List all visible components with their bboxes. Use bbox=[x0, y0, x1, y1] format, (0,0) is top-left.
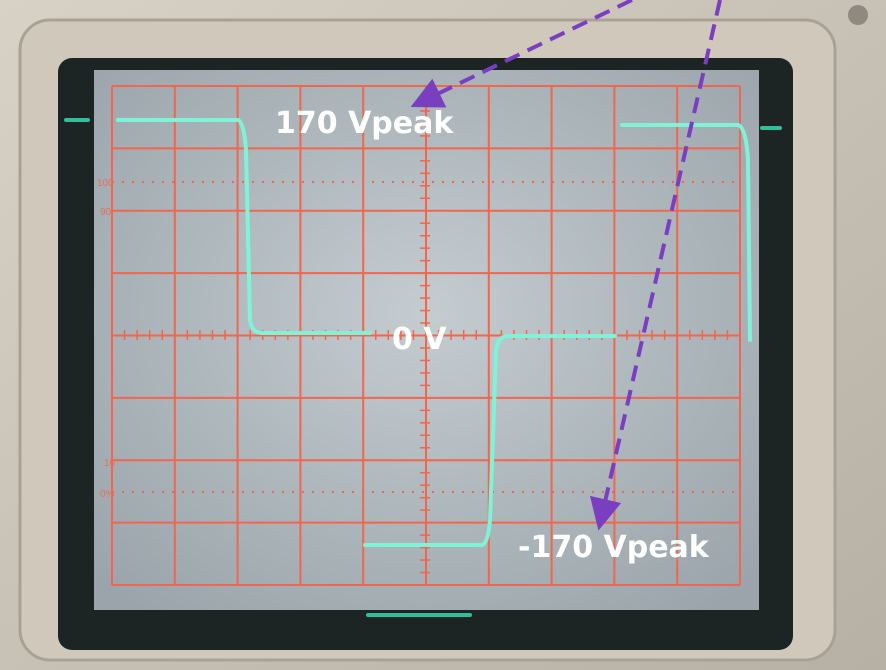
graticule-label: 100 bbox=[97, 178, 114, 189]
graticule-label: 10 bbox=[104, 458, 116, 469]
graticule-label: 0% bbox=[100, 489, 115, 500]
annotation: 170 Vpeak bbox=[275, 106, 454, 141]
screw bbox=[848, 5, 868, 25]
oscilloscope-photo: 100 90 10 0% 170 Vpeak 0 V -170 Vpeak bbox=[0, 0, 886, 670]
page: 100 90 10 0% 170 Vpeak 0 V -170 Vpeak ((… bbox=[0, 0, 886, 670]
graticule-label: 90 bbox=[100, 207, 112, 218]
annotation: 0 V bbox=[392, 322, 447, 357]
annotation: -170 Vpeak bbox=[518, 530, 710, 565]
